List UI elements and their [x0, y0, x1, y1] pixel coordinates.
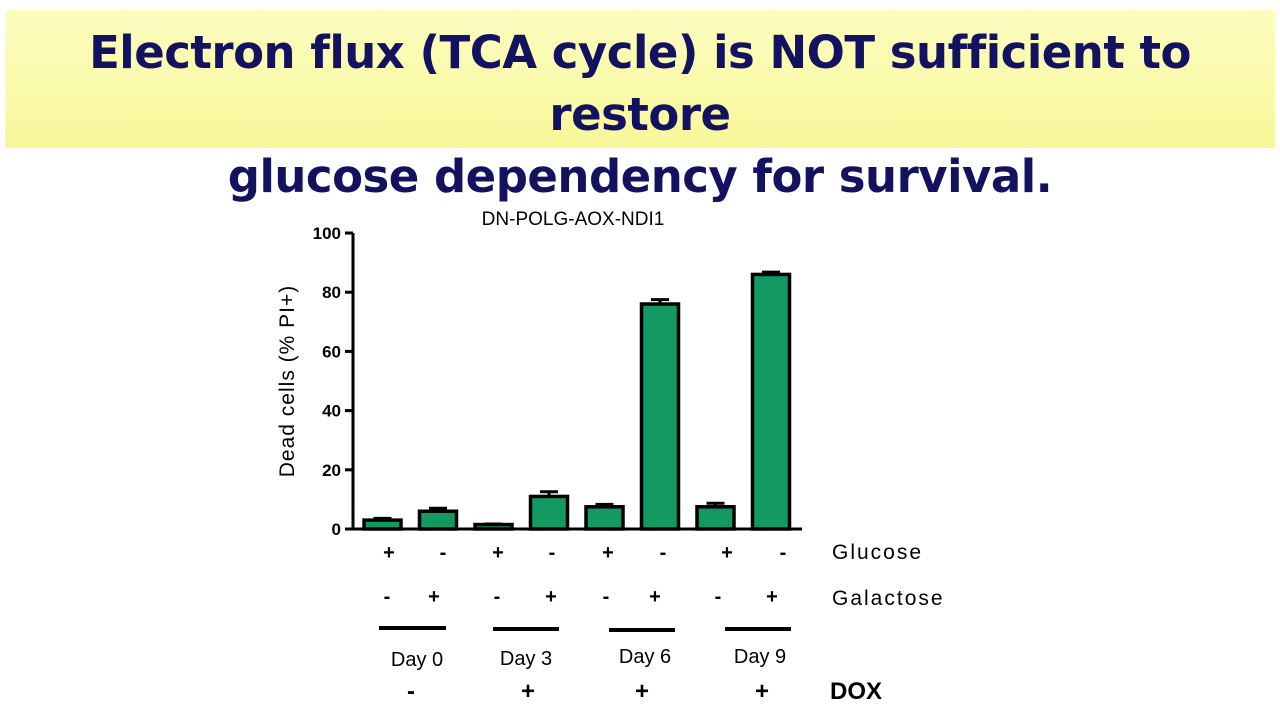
galactose-sign: +: [766, 586, 778, 608]
dox-sign: +: [635, 678, 649, 705]
y-axis-title: Dead cells (% PI+): [276, 285, 299, 477]
slide-title-line-2: glucose dependency for survival.: [227, 150, 1053, 203]
day-label: Day 3: [500, 648, 552, 670]
day-label: Day 6: [619, 646, 671, 668]
bar: [750, 272, 792, 531]
dox-sign: -: [407, 678, 415, 705]
bars: [362, 270, 792, 531]
slide-title: Electron flux (TCA cycle) is NOT suffici…: [5, 22, 1275, 208]
y-tick-label: 40: [322, 402, 341, 421]
galactose-sign: +: [545, 586, 557, 608]
glucose-sign: -: [780, 542, 787, 564]
glucose-row-label: Glucose: [832, 541, 923, 564]
day-label: Day 9: [734, 646, 786, 668]
galactose-sign: -: [715, 586, 722, 608]
chart-title: DN-POLG-AOX-NDI1: [482, 209, 665, 230]
title-banner: Electron flux (TCA cycle) is NOT suffici…: [5, 10, 1275, 203]
y-tick-label: 80: [322, 283, 341, 302]
bar: [639, 302, 681, 531]
bar: [695, 505, 736, 531]
bar: [417, 509, 459, 531]
galactose-sign: -: [384, 586, 391, 608]
galactose-sign: +: [649, 586, 661, 608]
dox-sign: +: [521, 678, 535, 705]
bar: [528, 494, 570, 531]
glucose-sign: +: [492, 542, 504, 564]
galactose-sign: -: [494, 586, 501, 608]
y-tick-label: 20: [322, 461, 341, 480]
galactose-row-label: Galactose: [832, 587, 945, 610]
glucose-sign: -: [660, 542, 667, 564]
y-tick-label: 60: [322, 342, 341, 361]
y-tick-label: 100: [313, 224, 341, 243]
condition-rows: + - + - + - + -- + - + - + - +Day 0-Day 3+Day 6+Day 9+: [379, 542, 791, 705]
day-label: Day 0: [391, 649, 443, 671]
glucose-sign: +: [721, 542, 733, 564]
glucose-sign: -: [549, 542, 556, 564]
glucose-sign: +: [383, 542, 395, 564]
dox-sign: +: [755, 678, 769, 705]
galactose-sign: -: [603, 586, 610, 608]
galactose-sign: +: [428, 586, 440, 608]
dox-row-label: DOX: [830, 678, 882, 705]
y-tick-label: 0: [332, 520, 341, 539]
glucose-sign: -: [440, 542, 447, 564]
bar: [584, 505, 625, 531]
bar: [362, 518, 403, 531]
slide-title-line-1: Electron flux (TCA cycle) is NOT suffici…: [89, 26, 1191, 141]
glucose-sign: +: [602, 542, 614, 564]
